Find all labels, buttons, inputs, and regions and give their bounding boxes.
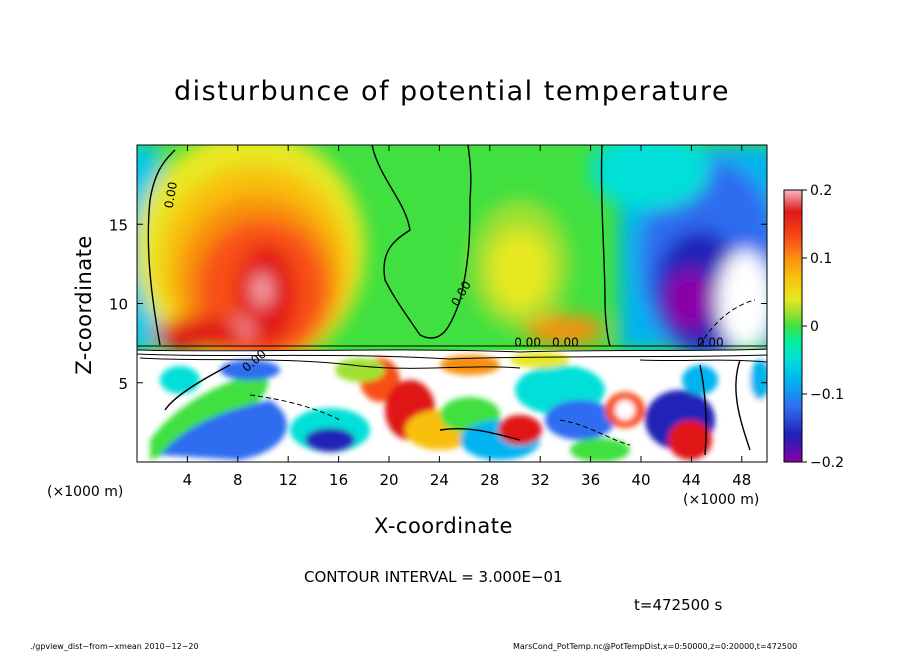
x-tick-label-8: 36 [581, 471, 600, 489]
x-tick-label-9: 40 [631, 471, 650, 489]
colorbar-tick-label-0: 0.2 [810, 183, 832, 199]
x-axis-ticks: 4 8 12 16 20 24 28 32 36 40 44 48 [183, 145, 751, 489]
x-unit-label-left: (×1000 m) [47, 484, 124, 500]
x-tick-label-4: 20 [379, 471, 398, 489]
x-tick-label-3: 16 [329, 471, 348, 489]
y-tick-label-1: 10 [109, 296, 128, 314]
x-unit-label-right: (×1000 m) [683, 492, 760, 508]
colorbar-tick-label-1: 0.1 [810, 251, 832, 267]
colorbar-ticks: 0.2 0.1 0 −0.1 −0.2 [802, 183, 844, 471]
x-tick-label-2: 12 [279, 471, 298, 489]
contour-interval-text: CONTOUR INTERVAL = 3.000E−01 [304, 568, 563, 586]
zero-contours [147, 145, 751, 456]
x-tick-label-6: 28 [480, 471, 499, 489]
contour-band [137, 345, 767, 369]
x-tick-label-0: 4 [183, 471, 193, 489]
y-tick-label-0: 5 [118, 375, 128, 393]
contour-label-2: 0.00 [552, 335, 579, 349]
y-tick-label-2: 15 [109, 216, 128, 234]
time-label: t=472500 s [634, 596, 723, 614]
footer-left: ./gpview_dist−from−xmean 2010−12−20 [30, 642, 199, 651]
colorbar-tick-label-4: −0.2 [810, 455, 844, 471]
x-tick-label-7: 32 [531, 471, 550, 489]
colorbar-tick-label-3: −0.1 [810, 387, 844, 403]
dashed-contours [249, 299, 756, 446]
footer-right: MarsCond_PotTemp.nc@PotTempDist,x=0:5000… [513, 642, 798, 651]
colorbar-tick-label-2: 0 [810, 319, 819, 335]
heatmap-field [137, 145, 767, 462]
x-tick-label-5: 24 [430, 471, 449, 489]
x-axis-label: X-coordinate [374, 514, 513, 538]
contour-label-0: 0.00 [162, 181, 180, 210]
colorbar [783, 189, 803, 463]
y-axis-ticks: 5 10 15 [109, 216, 767, 393]
contour-label-5: 0.00 [514, 335, 541, 349]
contour-label-3: 0.00 [697, 335, 724, 349]
chart-title: disturbunce of potential temperature [174, 76, 730, 107]
y-axis-label: Z-coordinate [72, 235, 96, 375]
x-tick-label-1: 8 [233, 471, 243, 489]
x-tick-label-11: 48 [732, 471, 751, 489]
x-tick-label-10: 44 [682, 471, 701, 489]
